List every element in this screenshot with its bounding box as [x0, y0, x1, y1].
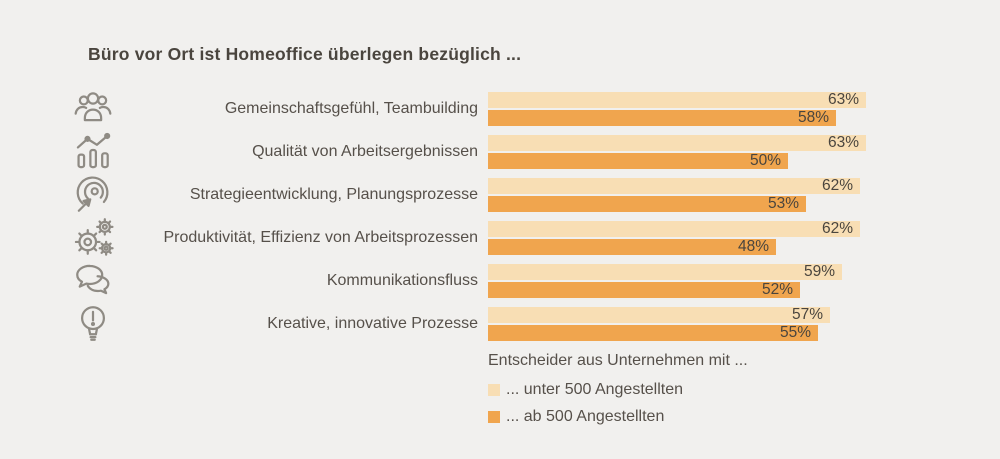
- bar-ab-500: 58%: [488, 109, 836, 126]
- chart-row: Produktivität, Effizienz von Arbeitsproz…: [0, 218, 1000, 256]
- category-label: Produktivität, Effizienz von Arbeitsproz…: [163, 229, 478, 246]
- legend-swatch-light: [488, 384, 500, 396]
- category-label: Kreative, innovative Prozesse: [267, 315, 478, 332]
- legend-item-label: ... unter 500 Angestellten: [506, 381, 684, 398]
- chart-row: Kommunikationsfluss 59% 52%: [0, 263, 1000, 298]
- legend-swatch-dark: [488, 411, 500, 423]
- chart-row: Strategieentwicklung, Planungsprozesse 6…: [0, 176, 1000, 212]
- bar-ab-500: 48%: [488, 238, 776, 255]
- bar-ab-500: 52%: [488, 281, 800, 298]
- bar-value-label: 59%: [803, 263, 835, 280]
- bar-under-500: 59%: [488, 263, 842, 280]
- chart-row: Gemeinschaftsgefühl, Teambuilding 63% 58…: [0, 91, 1000, 126]
- bar-ab-500: 53%: [488, 195, 806, 212]
- bar-value-label: 62%: [821, 220, 853, 237]
- chart-legend: Entscheider aus Unternehmen mit ... ... …: [488, 352, 748, 435]
- bar-ab-500: 50%: [488, 152, 788, 169]
- bar-ab-500: 55%: [488, 324, 818, 341]
- bar-under-500: 63%: [488, 134, 866, 151]
- chart-row: Qualität von Arbeitsergebnissen 63% 50%: [0, 132, 1000, 169]
- bar-value-label: 63%: [827, 134, 859, 151]
- chart-row: Kreative, innovative Prozesse 57% 55%: [0, 306, 1000, 341]
- bar-under-500: 62%: [488, 177, 860, 194]
- bar-value-label: 63%: [827, 91, 859, 108]
- bar-under-500: 57%: [488, 306, 830, 323]
- bar-value-label: 58%: [797, 109, 829, 126]
- bar-value-label: 50%: [749, 152, 781, 169]
- bar-value-label: 62%: [821, 177, 853, 194]
- legend-heading: Entscheider aus Unternehmen mit ...: [488, 352, 748, 369]
- bar-chart: Gemeinschaftsgefühl, Teambuilding 63% 58…: [0, 91, 1000, 350]
- bar-value-label: 48%: [737, 238, 769, 255]
- target-arrow-icon: [70, 172, 116, 218]
- people-group-icon: [70, 86, 116, 132]
- bar-value-label: 57%: [791, 306, 823, 323]
- gears-icon: [70, 215, 116, 261]
- bar-under-500: 63%: [488, 91, 866, 108]
- legend-item-label: ... ab 500 Angestellten: [506, 408, 665, 425]
- speech-bubbles-icon: [70, 258, 116, 304]
- bar-value-label: 55%: [779, 324, 811, 341]
- category-label: Strategieentwicklung, Planungsprozesse: [189, 186, 478, 203]
- category-label: Kommunikationsfluss: [326, 272, 478, 289]
- bar-value-label: 52%: [761, 281, 793, 298]
- lightbulb-icon: [70, 301, 116, 347]
- legend-item-under-500: ... unter 500 Angestellten: [488, 381, 748, 399]
- category-label: Gemeinschaftsgefühl, Teambuilding: [224, 100, 478, 117]
- bar-under-500: 62%: [488, 220, 860, 237]
- bar-value-label: 53%: [767, 195, 799, 212]
- trend-chart-icon: [70, 129, 116, 175]
- category-label: Qualität von Arbeitsergebnissen: [252, 143, 478, 160]
- chart-title: Büro vor Ort ist Homeoffice überlegen be…: [88, 44, 522, 64]
- legend-item-ab-500: ... ab 500 Angestellten: [488, 408, 748, 426]
